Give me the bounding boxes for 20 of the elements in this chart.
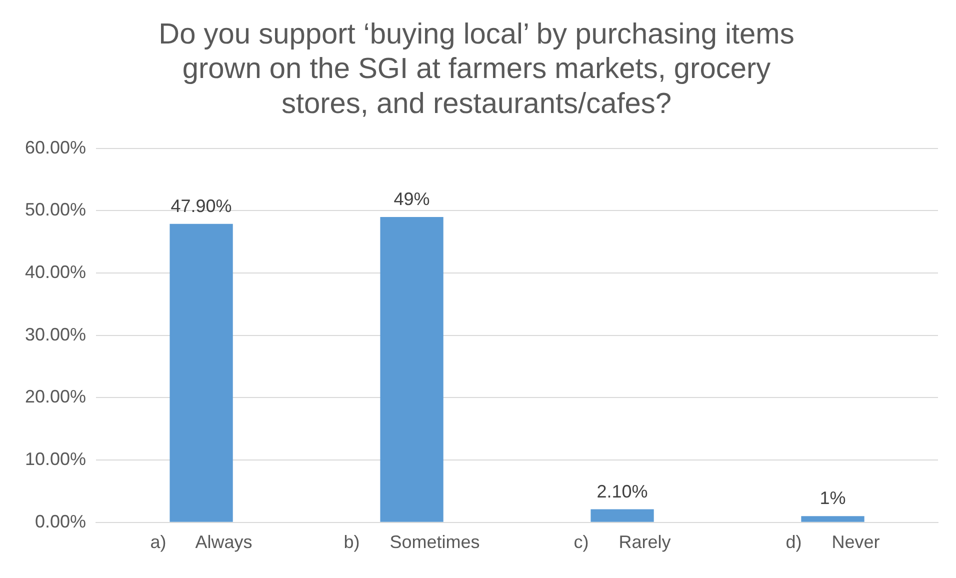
data-label: 1% xyxy=(820,488,846,508)
chart-title: Do you support ‘buying local’ by purchasing items grown on the SGI at farmers markets, grocery stores, and restaurants/cafes? xyxy=(158,18,794,120)
y-tick-label: 50.00% xyxy=(24,200,86,220)
x-tick-label: a) Always xyxy=(150,532,252,552)
x-tick-label: c) Rarely xyxy=(574,532,671,552)
y-tick-label: 10.00% xyxy=(24,449,86,470)
y-tick-label: 20.00% xyxy=(24,386,86,407)
x-tick-label: b) Sometimes xyxy=(344,532,480,552)
y-tick-label: 30.00% xyxy=(24,324,86,344)
x-tick-label: d) Never xyxy=(786,532,880,552)
bar xyxy=(380,216,444,522)
y-tick-label: 40.00% xyxy=(24,262,86,282)
y-tick-label: 0.00% xyxy=(35,511,86,532)
data-label: 49% xyxy=(394,188,430,209)
y-tick-label: 60.00% xyxy=(24,137,86,158)
data-label: 47.90% xyxy=(170,196,232,216)
bar xyxy=(590,509,654,522)
data-label: 2.10% xyxy=(596,481,648,502)
bar xyxy=(801,516,864,522)
bar xyxy=(170,224,233,522)
